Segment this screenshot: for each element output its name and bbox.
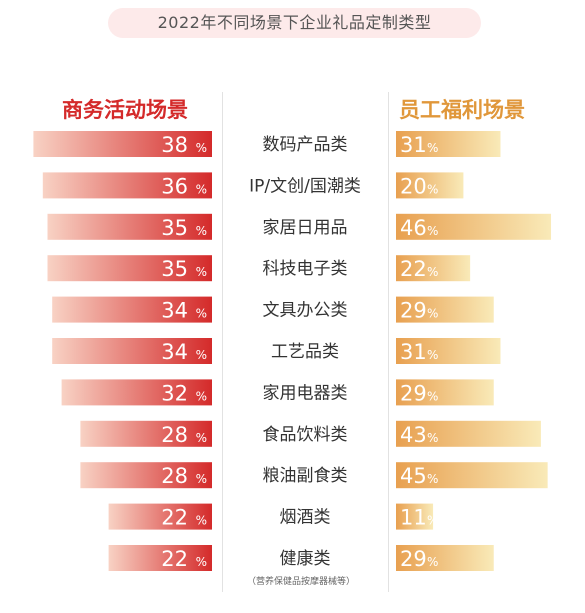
left-bar [61, 379, 212, 406]
right-bar-percent-sign: % [427, 555, 438, 569]
right-bar-value-label: 29 [400, 299, 427, 323]
right-bar [396, 213, 552, 240]
left-bar-value-label: 28 [161, 464, 188, 488]
right-bar-value-label: 22 [400, 257, 427, 281]
left-bar-percent-sign: % [196, 141, 207, 155]
right-bar-percent-sign: % [427, 431, 438, 445]
left-bar [108, 545, 212, 571]
right-bar [396, 338, 501, 364]
category-label: 数码产品类 [263, 135, 348, 155]
left-bar-value-label: 22 [161, 506, 188, 530]
right-bar-value-label: 43 [400, 423, 427, 447]
category-label: 文具办公类 [263, 301, 348, 321]
left-bar-percent-sign: % [196, 514, 207, 528]
right-bar [396, 379, 494, 406]
category-label: IP/文创/国潮类 [249, 176, 361, 196]
right-bar-percent-sign: % [427, 307, 438, 321]
left-bar-value-label: 35 [161, 216, 188, 240]
left-bar-percent-sign: % [196, 182, 207, 196]
right-bar-value-label: 45 [400, 464, 427, 488]
chart-title: 2022年不同场景下企业礼品定制类型 [108, 8, 481, 38]
left-bar-value-label: 34 [161, 340, 188, 364]
left-bar-value-label: 22 [161, 547, 188, 571]
left-bar [33, 131, 213, 157]
category-label: 健康类 [280, 549, 331, 569]
left-bar [80, 420, 213, 447]
left-bar [47, 255, 212, 282]
left-bar-value-label: 28 [161, 423, 188, 447]
right-bar-percent-sign: % [427, 389, 438, 403]
right-bar [396, 462, 548, 489]
left-bar-percent-sign: % [196, 265, 207, 279]
left-bar [52, 296, 213, 323]
category-label: 工艺品类 [271, 342, 339, 362]
health-category-note: （营养保健品按摩器械等） [246, 577, 355, 587]
left-bar-percent-sign: % [196, 307, 207, 321]
left-bar-percent-sign: % [196, 555, 207, 569]
right-bar-value-label: 20 [400, 174, 427, 198]
right-bar-value-label: 11 [400, 506, 427, 530]
category-label: 粮油副食类 [263, 466, 348, 486]
right-bar [396, 131, 501, 157]
left-bar-percent-sign: % [196, 472, 207, 486]
category-label: 家用电器类 [263, 383, 348, 403]
left-bar-value-label: 38 [161, 133, 188, 157]
right-bar-percent-sign: % [427, 224, 438, 238]
right-bar-percent-sign: % [427, 514, 438, 528]
right-bar-value-label: 31 [400, 133, 427, 157]
right-bar [396, 296, 494, 323]
left-bar-value-label: 36 [161, 174, 188, 198]
right-bar [396, 420, 541, 447]
right-bar-value-label: 29 [400, 547, 427, 571]
left-bar-percent-sign: % [196, 348, 207, 362]
right-bar [396, 172, 464, 199]
right-bar-value-label: 31 [400, 340, 427, 364]
left-divider [222, 92, 223, 592]
left-bar [42, 172, 212, 199]
left-bar [108, 503, 212, 530]
right-bar [396, 503, 434, 530]
right-bar-percent-sign: % [427, 265, 438, 279]
right-bar-value-label: 29 [400, 381, 427, 405]
right-bar-percent-sign: % [427, 472, 438, 486]
left-series-heading: 商务活动场景 [62, 98, 188, 122]
left-bar-value-label: 32 [161, 381, 188, 405]
left-bar [52, 338, 213, 364]
right-bar-percent-sign: % [427, 182, 438, 196]
right-bar [396, 545, 494, 571]
left-bar-percent-sign: % [196, 224, 207, 238]
category-label: 烟酒类 [280, 508, 331, 528]
right-series-heading: 员工福利场景 [399, 98, 525, 122]
category-label: 食品饮料类 [263, 425, 348, 445]
category-label: 家居日用品 [263, 218, 348, 238]
right-bar-percent-sign: % [427, 348, 438, 362]
right-bar [396, 255, 471, 282]
right-bar-value-label: 46 [400, 216, 427, 240]
left-bar-value-label: 35 [161, 257, 188, 281]
left-bar-percent-sign: % [196, 389, 207, 403]
right-bar-percent-sign: % [427, 141, 438, 155]
left-bar [80, 462, 213, 489]
left-bar [47, 213, 212, 240]
left-bar-value-label: 34 [161, 299, 188, 323]
category-label: 科技电子类 [263, 259, 348, 279]
right-divider [388, 92, 389, 592]
left-bar-percent-sign: % [196, 431, 207, 445]
